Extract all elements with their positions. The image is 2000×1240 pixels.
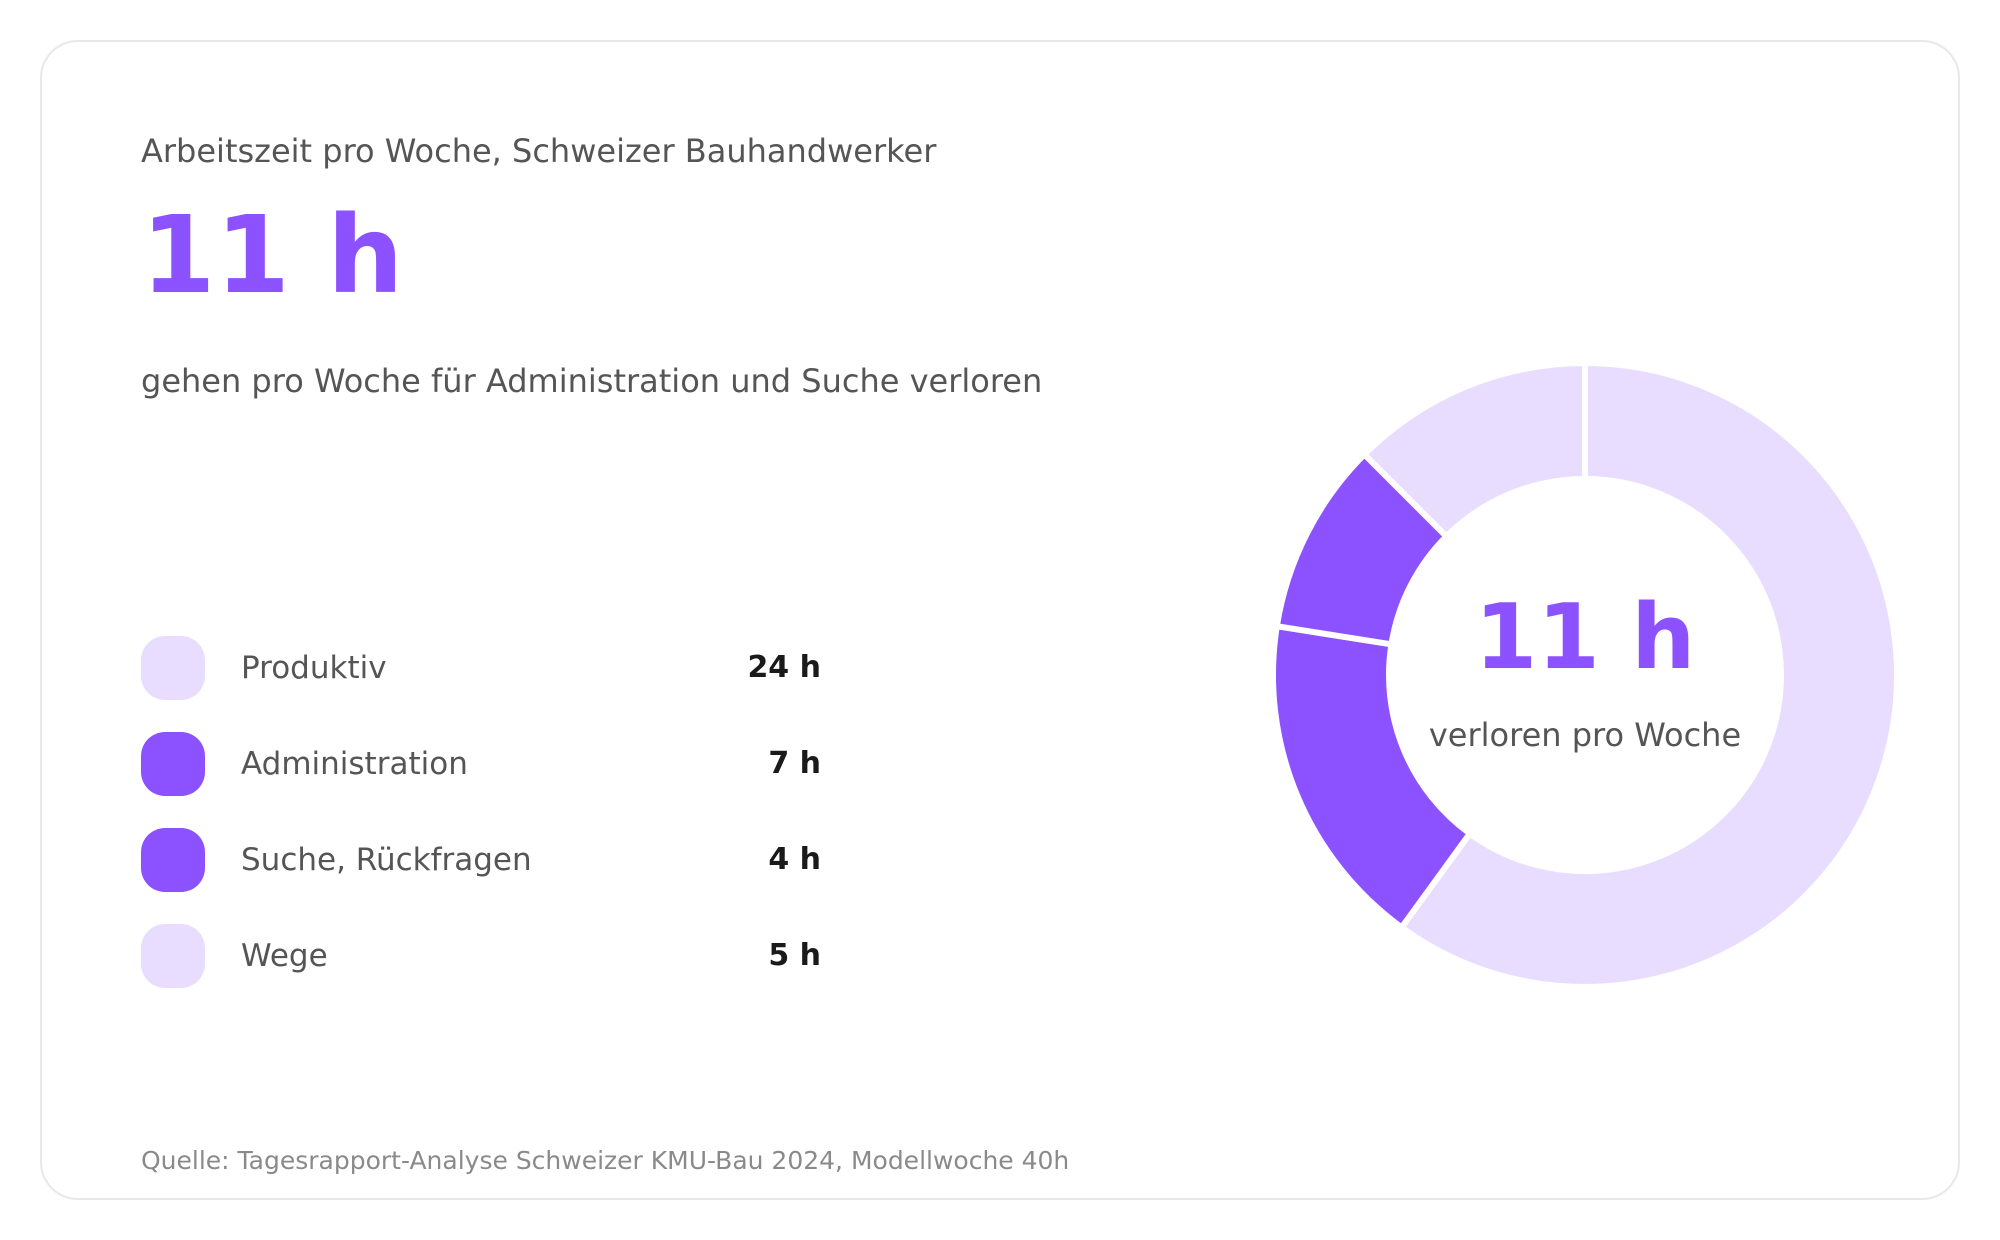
legend-label: Administration bbox=[241, 746, 468, 782]
chart-subtitle: Arbeitszeit pro Woche, Schweizer Bauhand… bbox=[141, 132, 937, 170]
legend: Produktiv 24 h Administration 7 h Suche,… bbox=[141, 636, 821, 1020]
headline-description: gehen pro Woche für Administration und S… bbox=[141, 362, 1043, 400]
legend-value: 24 h bbox=[747, 650, 821, 685]
donut-center-label: verloren pro Woche bbox=[1428, 716, 1742, 754]
legend-label: Produktiv bbox=[241, 650, 387, 686]
legend-value: 5 h bbox=[768, 938, 821, 973]
donut-slice-wege bbox=[1360, 360, 1588, 541]
legend-value: 4 h bbox=[768, 842, 821, 877]
legend-swatch bbox=[141, 636, 205, 700]
legend-swatch bbox=[141, 924, 205, 988]
legend-item-suche: Suche, Rückfragen 4 h bbox=[141, 828, 821, 892]
donut-slice-produktiv bbox=[1397, 360, 1900, 990]
legend-item-wege: Wege 5 h bbox=[141, 924, 821, 988]
legend-label: Wege bbox=[241, 938, 328, 974]
legend-label: Suche, Rückfragen bbox=[241, 842, 532, 878]
chart-card bbox=[40, 40, 1960, 1200]
legend-swatch bbox=[141, 732, 205, 796]
headline-value: 11 h bbox=[141, 194, 404, 318]
legend-swatch bbox=[141, 828, 205, 892]
legend-item-administration: Administration 7 h bbox=[141, 732, 821, 796]
source-note: Quelle: Tagesrapport-Analyse Schweizer K… bbox=[141, 1146, 1070, 1175]
donut-slice-administration bbox=[1270, 622, 1474, 932]
legend-item-produktiv: Produktiv 24 h bbox=[141, 636, 821, 700]
legend-value: 7 h bbox=[768, 746, 821, 781]
donut-center-value: 11 h bbox=[1474, 585, 1696, 690]
donut-chart bbox=[1270, 360, 1900, 990]
